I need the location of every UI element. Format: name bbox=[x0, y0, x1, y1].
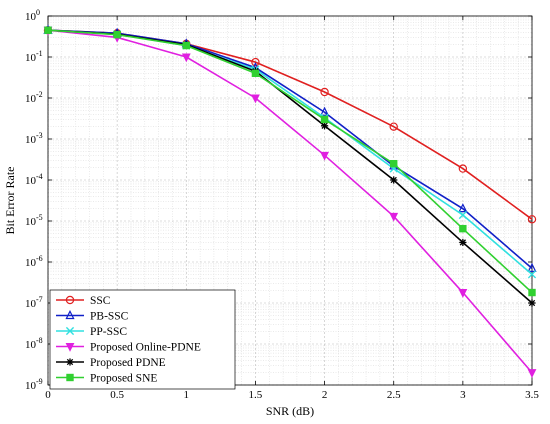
y-tick-exponent: -7 bbox=[36, 295, 43, 304]
x-axis-label: SNR (dB) bbox=[266, 404, 314, 418]
data-point bbox=[320, 87, 329, 97]
y-tick-exponent: -5 bbox=[36, 213, 43, 222]
x-tick-labels: 0 0.5 1 1.5 2 2.5 3 3.5 bbox=[45, 389, 539, 401]
data-point bbox=[458, 203, 468, 213]
legend-label: Proposed PDNE bbox=[90, 357, 166, 369]
data-point bbox=[459, 238, 467, 247]
data-point bbox=[44, 26, 52, 34]
x-tick-label: 1.5 bbox=[249, 389, 263, 401]
legend-entry: PB-SSC bbox=[56, 309, 129, 323]
legend-entry: Proposed SNE bbox=[56, 373, 157, 385]
data-point bbox=[320, 122, 329, 130]
data-point bbox=[458, 289, 468, 298]
data-point bbox=[527, 270, 537, 279]
legend-marker bbox=[65, 326, 75, 336]
y-tick-exponent: -9 bbox=[36, 377, 43, 386]
legend-label: Proposed Online-PDNE bbox=[90, 342, 201, 354]
data-point bbox=[528, 288, 536, 297]
x-tick-label: 0.5 bbox=[110, 389, 124, 401]
tick-marks bbox=[47, 15, 533, 386]
data-point bbox=[251, 69, 260, 78]
legend-marker bbox=[65, 309, 75, 320]
data-point bbox=[390, 176, 398, 184]
series-line bbox=[47, 29, 533, 374]
x-tick-label: 3.5 bbox=[525, 389, 539, 401]
legend-marker bbox=[66, 373, 74, 382]
legend-entry: Proposed Online-PDNE bbox=[56, 342, 201, 354]
legend-marker bbox=[65, 295, 75, 305]
legend-label: PP-SSC bbox=[90, 326, 127, 338]
data-point bbox=[527, 215, 537, 224]
legend-entry: PP-SSC bbox=[56, 326, 127, 338]
data-point bbox=[181, 53, 191, 63]
data-point bbox=[527, 262, 537, 272]
legend-box bbox=[49, 289, 236, 390]
y-tick-exponent: -1 bbox=[36, 49, 43, 58]
x-tick-label: 2.5 bbox=[387, 389, 401, 401]
series-line bbox=[47, 29, 533, 269]
legend-marker bbox=[65, 343, 75, 352]
data-point bbox=[389, 122, 398, 131]
data-point bbox=[458, 164, 468, 173]
legend-label: PB-SSC bbox=[90, 311, 129, 323]
legend-marker bbox=[66, 358, 74, 366]
legend: SSC PB-SSC PP-SSC Proposed Online-PDNE Propo… bbox=[49, 289, 236, 390]
data-point bbox=[527, 369, 537, 378]
data-point bbox=[459, 224, 467, 233]
x-tick-label: 3 bbox=[460, 389, 466, 401]
data-point bbox=[251, 94, 260, 104]
data-point bbox=[320, 106, 330, 116]
y-tick-exponent: -2 bbox=[36, 90, 43, 99]
data-point bbox=[390, 159, 398, 168]
y-tick-exponent: -6 bbox=[36, 254, 43, 263]
legend-entry: SSC bbox=[56, 295, 111, 307]
data-point bbox=[458, 210, 467, 220]
data-point bbox=[251, 57, 260, 67]
y-axis-label: Bit Error Rate bbox=[3, 167, 17, 235]
x-tick-label: 1 bbox=[184, 389, 190, 401]
data-point bbox=[182, 41, 190, 50]
x-tick-label: 0 bbox=[45, 389, 51, 401]
y-tick-exponent: -4 bbox=[36, 172, 43, 181]
series-proposed-sne bbox=[44, 26, 536, 297]
plot-frame bbox=[47, 15, 533, 386]
y-tick-exponent: -3 bbox=[36, 131, 43, 140]
y-tick-exponent: -8 bbox=[36, 336, 43, 345]
legend-entry: Proposed PDNE bbox=[56, 357, 166, 369]
legend-label: Proposed SNE bbox=[90, 373, 157, 385]
data-point bbox=[320, 115, 329, 124]
data-point bbox=[320, 151, 329, 161]
data-point bbox=[528, 299, 536, 307]
legend-label: SSC bbox=[90, 295, 111, 307]
series-line bbox=[47, 29, 533, 294]
data-point bbox=[113, 30, 121, 39]
series-layer bbox=[43, 24, 537, 378]
y-tick-exponent: 0 bbox=[36, 8, 40, 17]
x-tick-label: 2 bbox=[322, 389, 328, 401]
data-point bbox=[389, 212, 399, 222]
